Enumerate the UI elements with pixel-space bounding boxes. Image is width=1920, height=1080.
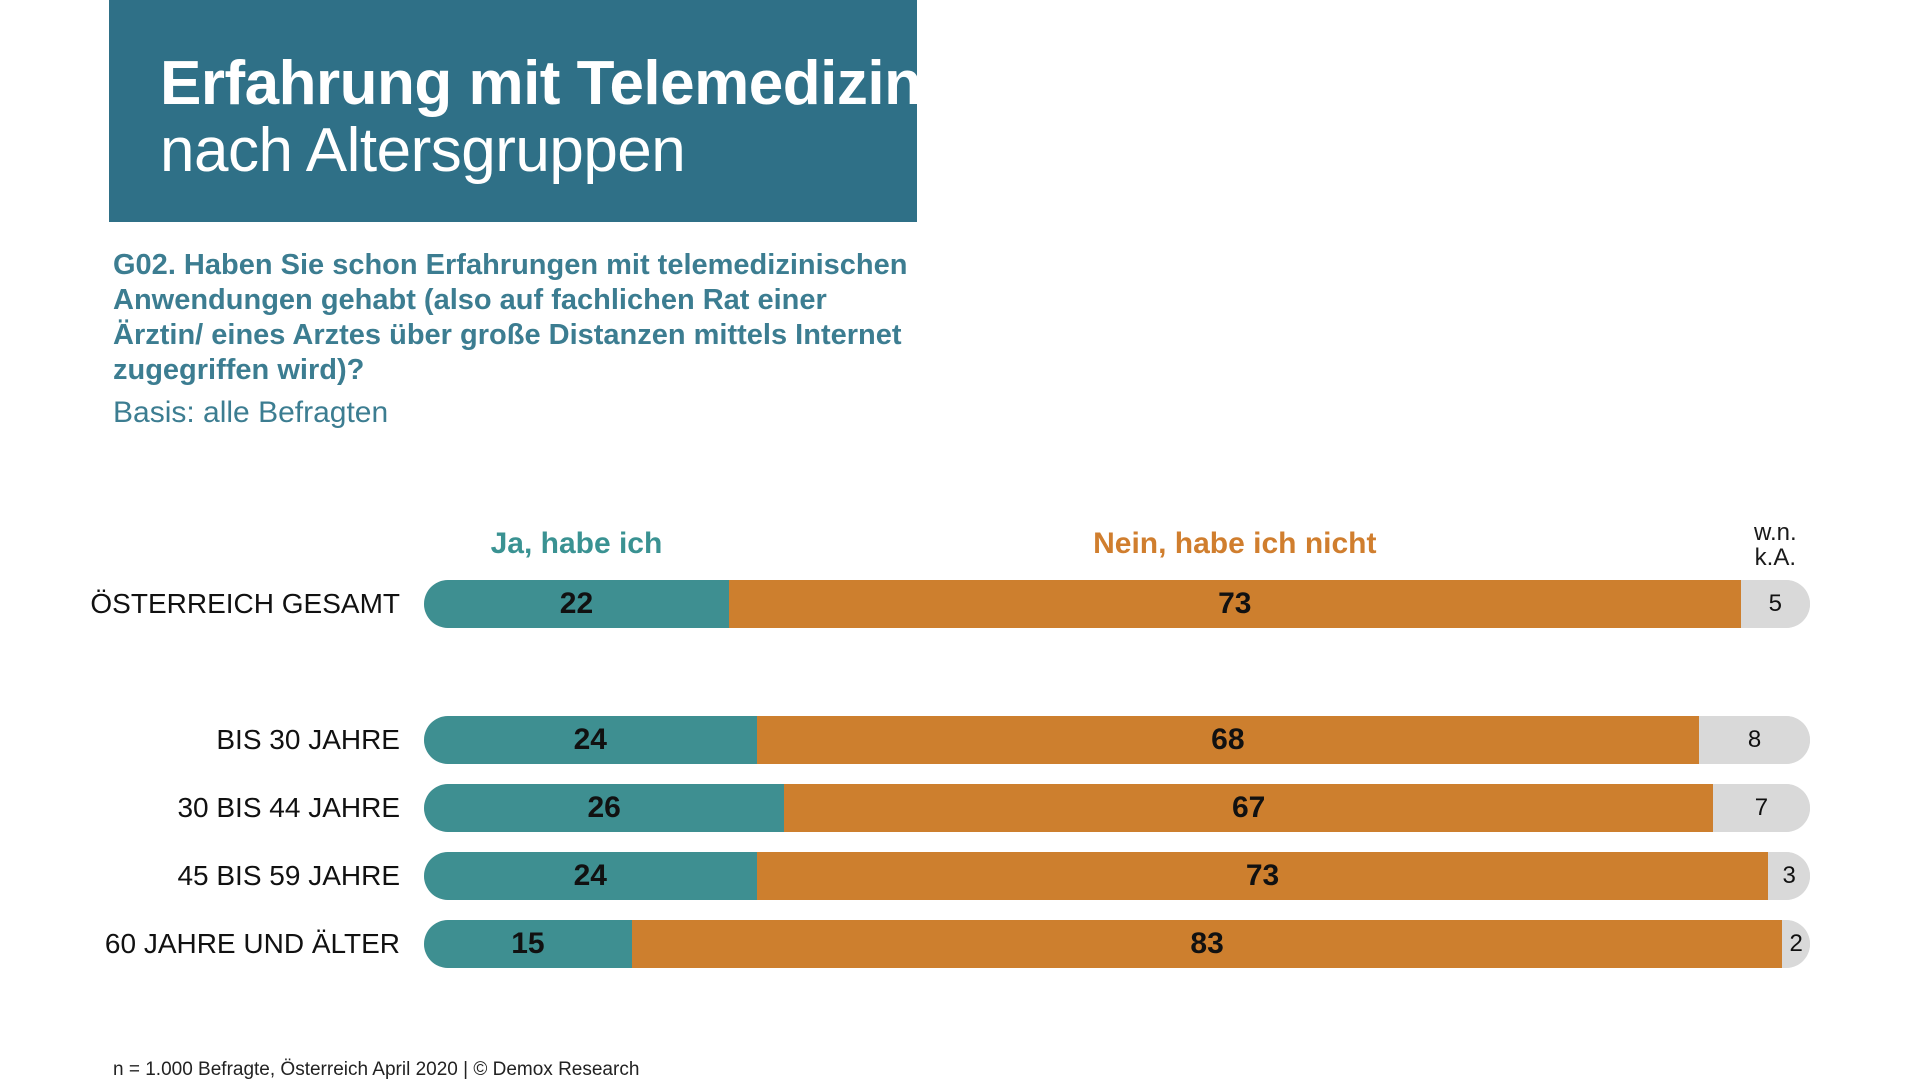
bar-segment-ja: 15 xyxy=(424,920,632,968)
stacked-bar: 24 73 3 xyxy=(424,852,1810,900)
row-label: BIS 30 JAHRE xyxy=(216,724,400,755)
survey-question: G02. Haben Sie schon Erfahrungen mit tel… xyxy=(113,249,908,386)
bar-segment-ja: 24 xyxy=(424,716,757,764)
footer-note: n = 1.000 Befragte, Österreich April 202… xyxy=(113,1059,640,1080)
data-label-wn: 5 xyxy=(1768,590,1783,617)
bar-segment-wn: 8 xyxy=(1699,716,1810,764)
legend-wn-line1: w.n. xyxy=(1753,519,1797,546)
bar-segment-ja: 24 xyxy=(424,852,757,900)
data-label-ja: 22 xyxy=(559,587,594,620)
bar-segment-wn: 2 xyxy=(1782,920,1810,968)
data-label-wn: 8 xyxy=(1747,726,1762,753)
data-label-wn: 2 xyxy=(1789,930,1803,957)
data-label-ja: 15 xyxy=(511,927,545,960)
row-label: 30 BIS 44 JAHRE xyxy=(177,792,400,823)
data-label-ja: 24 xyxy=(573,859,607,892)
legend-wn-line2: k.A. xyxy=(1754,544,1797,571)
legend-ja: Ja, habe ich xyxy=(490,527,663,560)
survey-basis: Basis: alle Befragten xyxy=(113,396,389,429)
data-label-ja: 26 xyxy=(587,791,621,824)
bar-segment-wn: 3 xyxy=(1768,852,1810,900)
bar-segment-nein: 83 xyxy=(631,920,1783,968)
row-label: 60 JAHRE UND ÄLTER xyxy=(104,928,400,959)
chart-title: Erfahrung mit Telemedizin xyxy=(160,49,922,118)
data-label-nein: 83 xyxy=(1190,927,1224,960)
data-label-ja: 24 xyxy=(573,723,607,756)
row-label: 45 BIS 59 JAHRE xyxy=(177,860,400,891)
stacked-bar: 15 83 2 xyxy=(424,920,1810,968)
chart-subtitle: nach Altersgruppen xyxy=(160,116,686,185)
bar-segment-nein: 73 xyxy=(728,580,1741,628)
bar-segment-ja: 22 xyxy=(424,580,729,628)
stacked-bar: 26 67 7 xyxy=(424,784,1810,832)
bar-segment-ja: 26 xyxy=(424,784,785,832)
legend-wn: w.n. k.A. xyxy=(1754,520,1797,570)
stacked-bar: 22 73 5 xyxy=(424,580,1810,628)
legend-nein: Nein, habe ich nicht xyxy=(1093,527,1377,560)
bar-segment-nein: 73 xyxy=(756,852,1769,900)
data-label-nein: 73 xyxy=(1245,859,1280,892)
bar-segment-wn: 5 xyxy=(1740,580,1810,628)
data-label-nein: 68 xyxy=(1211,723,1245,756)
data-label-nein: 73 xyxy=(1218,587,1252,620)
data-label-wn: 7 xyxy=(1754,794,1769,821)
bar-segment-wn: 7 xyxy=(1712,784,1810,832)
data-label-nein: 67 xyxy=(1231,791,1266,824)
stacked-bar: 24 68 8 xyxy=(424,716,1810,764)
title-box: Erfahrung mit Telemedizin nach Altersgru… xyxy=(109,0,922,222)
bar-segment-nein: 67 xyxy=(784,784,1713,832)
bar-segment-nein: 68 xyxy=(756,716,1700,764)
data-label-wn: 3 xyxy=(1782,862,1796,889)
row-label: ÖSTERREICH GESAMT xyxy=(90,588,400,619)
